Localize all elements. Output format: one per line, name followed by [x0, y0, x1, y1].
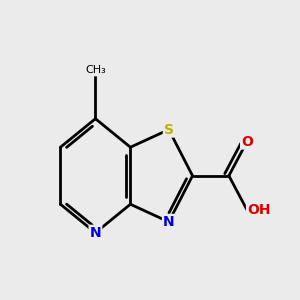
Text: N: N: [90, 226, 101, 240]
Text: N: N: [163, 215, 175, 229]
Text: OH: OH: [247, 203, 271, 217]
Text: O: O: [241, 134, 253, 148]
Text: CH₃: CH₃: [85, 65, 106, 75]
Text: S: S: [164, 123, 174, 136]
